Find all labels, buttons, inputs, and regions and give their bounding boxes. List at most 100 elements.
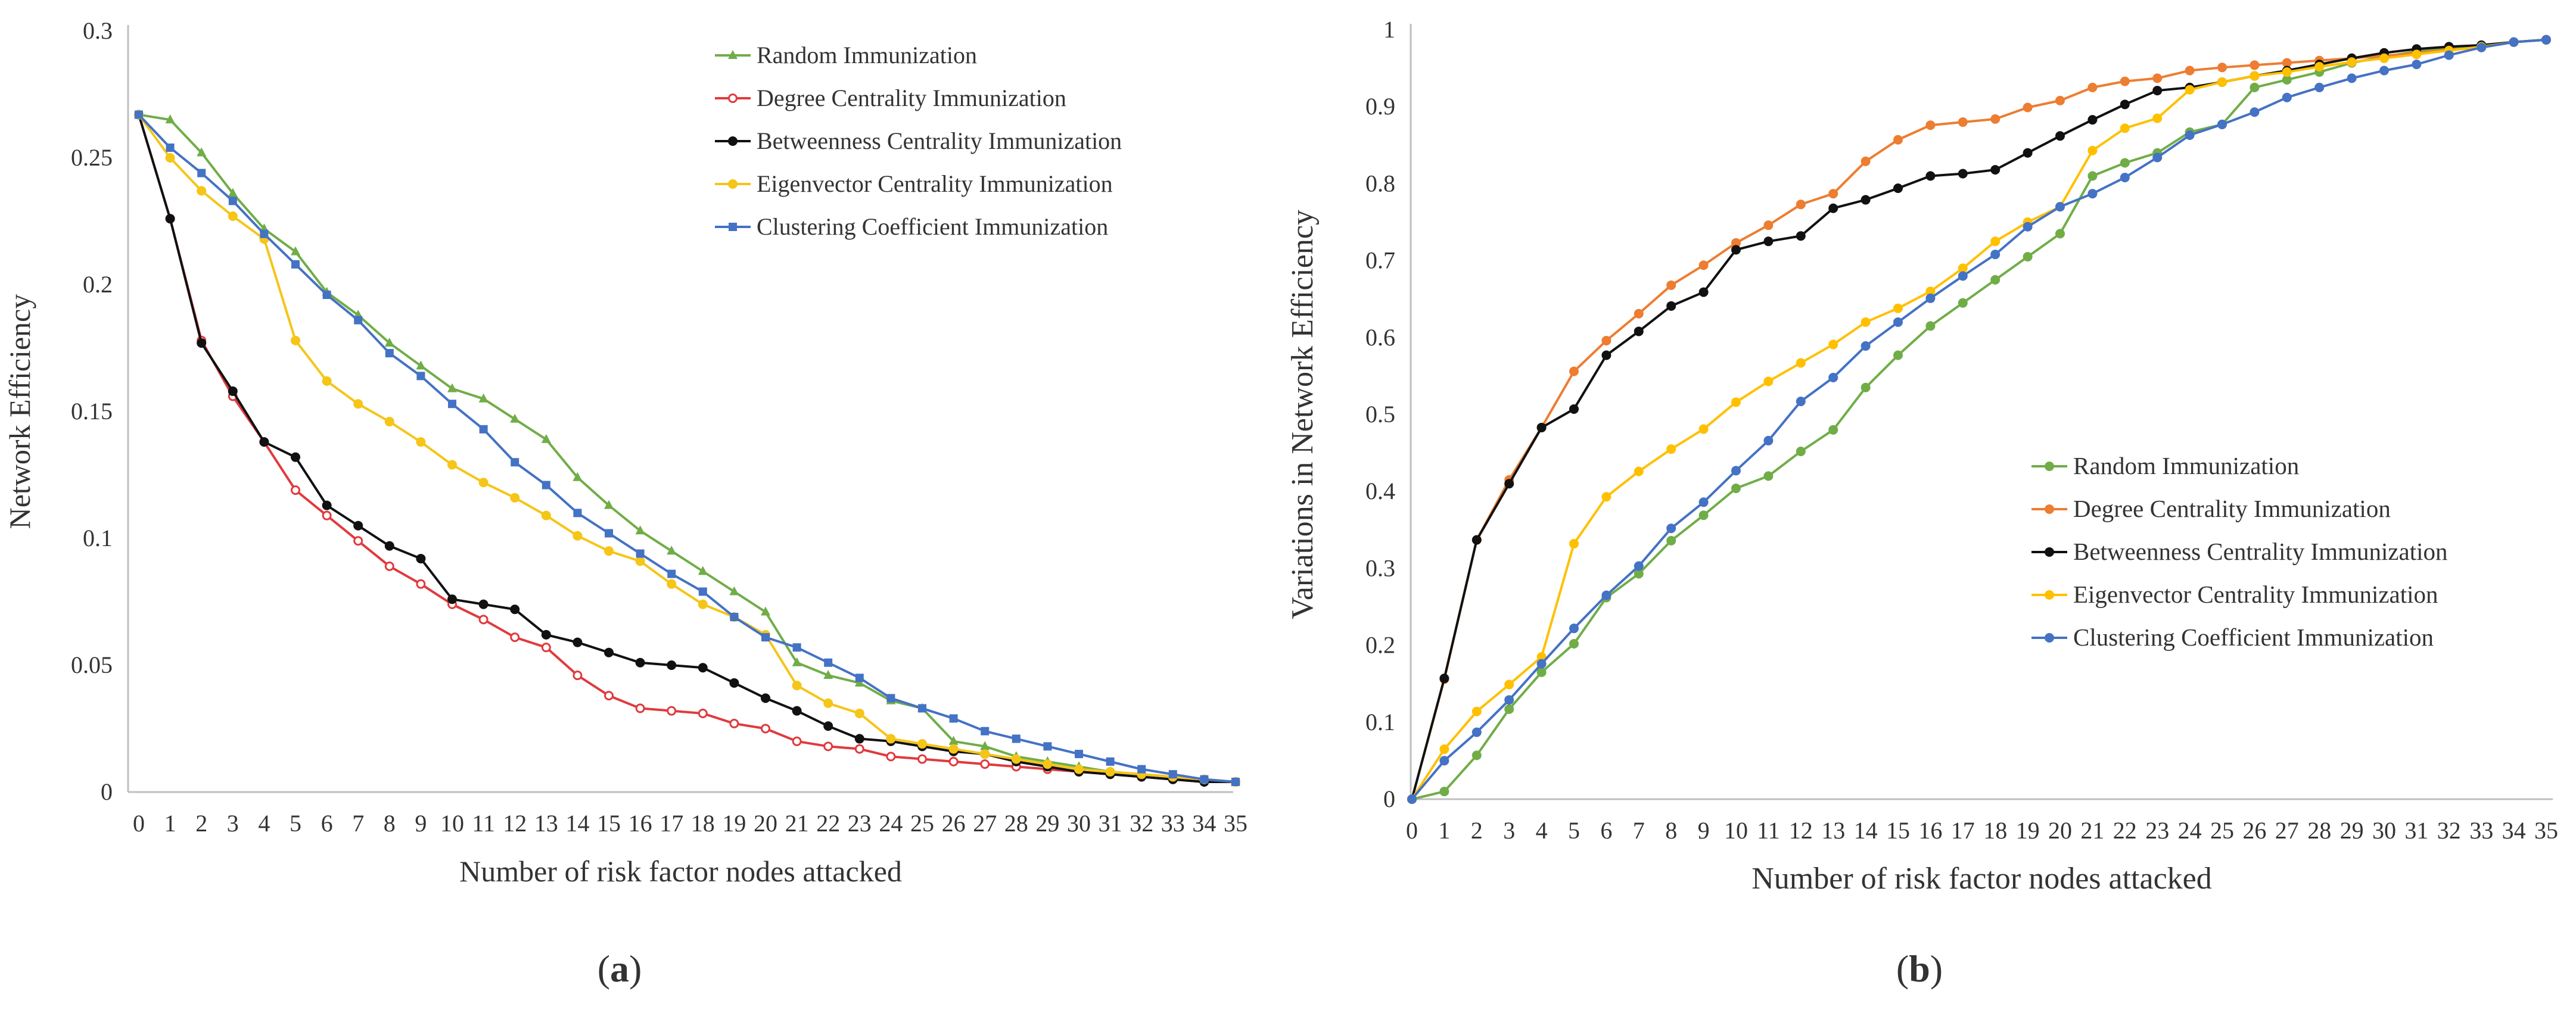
data-point: [541, 643, 551, 653]
data-point: [1893, 317, 1903, 327]
data-point: [259, 437, 269, 447]
data-point: [2379, 53, 2389, 63]
data-point: [384, 417, 394, 427]
data-point: [917, 754, 927, 764]
x-tick-label: 3: [227, 810, 239, 837]
data-point: [1763, 220, 1774, 230]
data-point: [761, 693, 770, 703]
y-tick-label: 0.25: [71, 144, 113, 171]
data-point: [1105, 766, 1115, 777]
data-point: [980, 741, 990, 750]
data-point: [1958, 271, 1968, 281]
x-tick-label: 13: [534, 810, 558, 837]
data-point: [511, 458, 519, 467]
legend-label: Random Immunization: [2073, 452, 2299, 479]
data-point: [135, 110, 143, 119]
data-point: [197, 186, 207, 196]
data-point: [792, 736, 802, 746]
x-tick-label: 35: [1224, 810, 1247, 837]
y-tick-label: 0: [1383, 785, 1395, 812]
series-degree-centrality-immunization: [134, 110, 1240, 787]
data-point: [1698, 260, 1709, 270]
series-line: [138, 114, 1236, 783]
data-point: [1043, 759, 1053, 769]
data-point: [385, 349, 394, 358]
series-betweenness-centrality-immunization: [134, 110, 1240, 787]
data-point: [510, 413, 520, 423]
data-point: [2120, 123, 2130, 133]
data-point: [416, 437, 426, 447]
x-tick-label: 6: [1600, 817, 1612, 844]
data-point: [1569, 366, 1579, 376]
x-tick-label: 35: [2534, 817, 2558, 844]
x-tick-label: 31: [2404, 817, 2428, 844]
data-point: [886, 752, 896, 762]
y-tick-label: 0.1: [83, 525, 113, 551]
data-point: [1504, 695, 1514, 705]
data-point: [2152, 73, 2163, 83]
data-point: [2087, 189, 2098, 199]
x-tick-label: 14: [1854, 817, 1878, 844]
data-point: [541, 434, 551, 443]
data-point: [2185, 85, 2195, 95]
x-tick-label: 25: [2210, 817, 2234, 844]
x-tick-label: 29: [2340, 817, 2364, 844]
data-point: [792, 706, 802, 716]
x-tick-label: 24: [879, 810, 903, 837]
data-point: [1861, 382, 1871, 392]
data-point: [1075, 750, 1083, 759]
data-point: [635, 556, 645, 566]
data-point: [1731, 484, 1741, 494]
data-point: [2185, 130, 2195, 141]
data-point: [1893, 350, 1903, 360]
data-point: [478, 478, 489, 488]
y-tick-label: 0.3: [1365, 554, 1395, 581]
data-point: [948, 735, 959, 745]
data-point: [2347, 57, 2357, 67]
data-point: [1925, 286, 1936, 297]
data-point: [1666, 301, 1676, 311]
data-point: [1569, 539, 1579, 549]
data-point: [1925, 321, 1936, 331]
data-point: [635, 703, 645, 713]
data-point: [855, 674, 864, 682]
data-point: [322, 510, 332, 520]
data-point: [2120, 173, 2130, 183]
x-tick-label: 12: [503, 810, 527, 837]
data-point: [478, 599, 489, 609]
data-point: [823, 721, 833, 731]
data-point: [1471, 727, 1482, 737]
data-point: [510, 632, 520, 643]
x-tick-label: 33: [1161, 810, 1185, 837]
data-point: [698, 663, 708, 673]
data-point: [2023, 148, 2033, 158]
data-point: [2087, 115, 2098, 125]
data-point: [729, 586, 739, 596]
data-point: [228, 211, 238, 221]
data-point: [729, 678, 739, 688]
data-point: [2250, 71, 2260, 81]
data-point: [823, 670, 833, 679]
data-point: [1634, 466, 1644, 476]
data-point: [1439, 674, 1449, 684]
series-eigenvector-centrality-immunization: [1407, 35, 2551, 804]
legend-marker: [2045, 504, 2054, 514]
data-point: [761, 606, 770, 616]
x-tick-label: 6: [321, 810, 333, 837]
y-axis-label: Network Efficiency: [3, 294, 36, 529]
data-point: [1925, 171, 1936, 181]
data-point: [353, 536, 363, 546]
x-tick-label: 34: [2502, 817, 2526, 844]
data-point: [823, 741, 833, 752]
series-random-immunization: [134, 109, 1240, 785]
x-tick-label: 12: [1789, 817, 1813, 844]
data-point: [166, 143, 175, 152]
legend-entry: Eigenvector Centrality Immunization: [2031, 581, 2438, 608]
data-point: [1861, 195, 1871, 205]
data-point: [2509, 37, 2519, 47]
data-point: [2217, 63, 2227, 73]
data-point: [2444, 50, 2454, 60]
legend-entry: Degree Centrality Immunization: [2031, 495, 2391, 522]
x-tick-label: 16: [1918, 817, 1942, 844]
data-point: [1990, 114, 2001, 124]
